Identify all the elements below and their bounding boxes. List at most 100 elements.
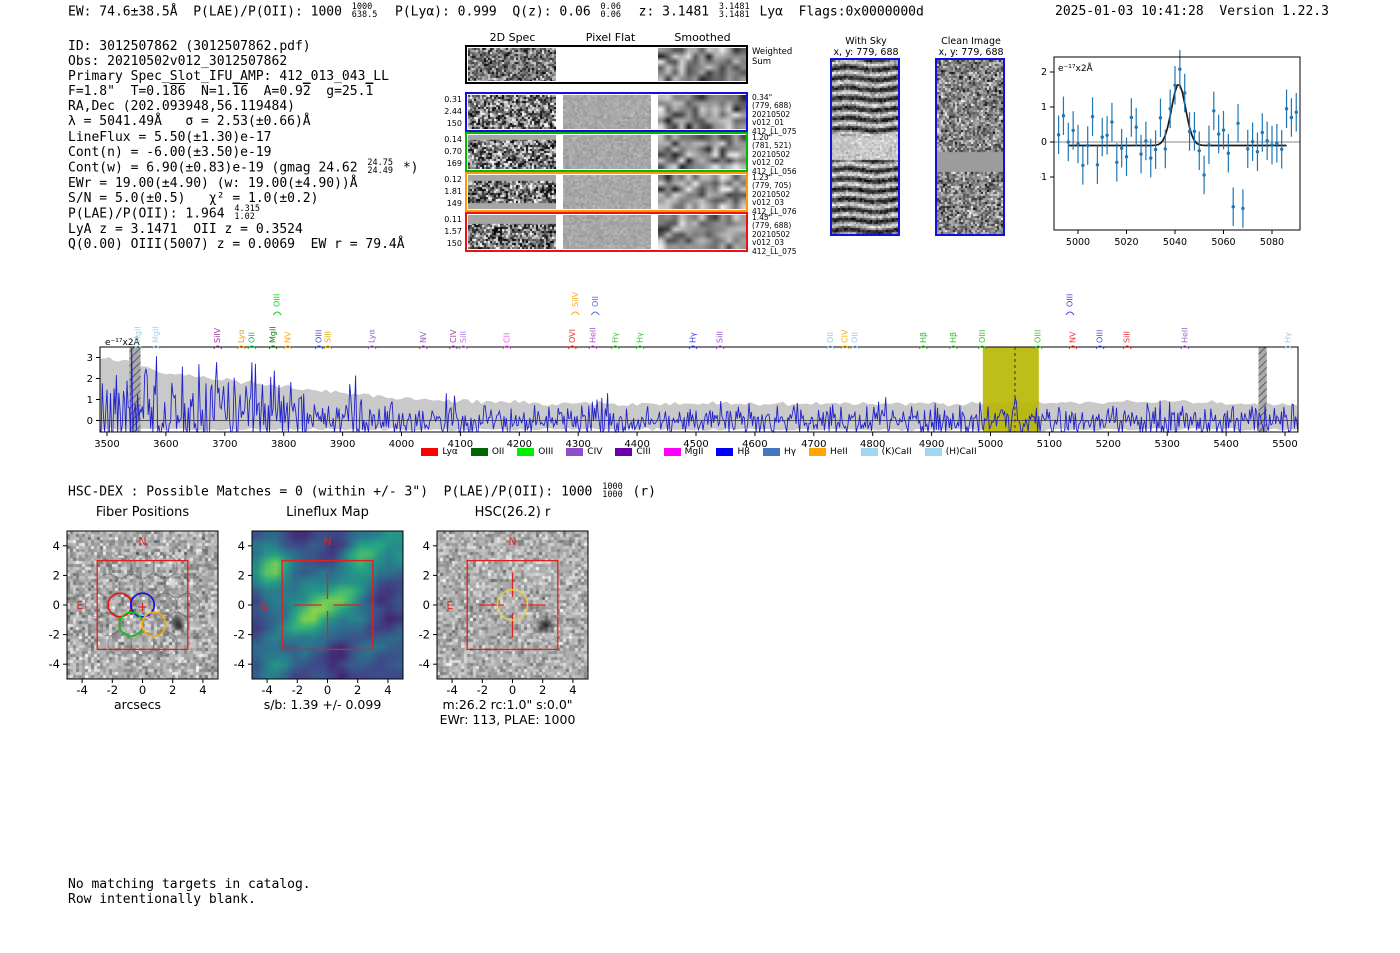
info-line-13-text-0: Q(0.00) OIII(5007) z = 0.0069 EW r = 79.… bbox=[68, 237, 405, 253]
y-tick-label: -4 bbox=[234, 657, 245, 671]
with-sky-title: With Sky x, y: 779, 688 bbox=[816, 36, 916, 58]
fiber-positions-overlay: -4 -4 -2 -2 0 0 2 2 4 4 N E bbox=[49, 530, 219, 697]
data-point bbox=[1173, 83, 1177, 88]
data-point bbox=[1255, 150, 1260, 154]
y-tick-label: 4 bbox=[53, 539, 60, 553]
cutout-exposure-2-smoothed bbox=[658, 135, 746, 169]
legend-swatch-Hγ bbox=[762, 448, 780, 456]
legend-swatch-OII bbox=[470, 448, 488, 456]
clean-image-title: Clean Image x, y: 779, 688 bbox=[921, 36, 1021, 58]
cutout-row-exposure-1 bbox=[465, 92, 748, 132]
line-bracket-OVI bbox=[567, 345, 577, 350]
legend-label-(H)CaII: (H)CaII bbox=[945, 447, 977, 457]
x-tick-label: 5200 bbox=[1096, 439, 1121, 450]
y-tick-label: -2 bbox=[419, 628, 430, 642]
x-tick-label: 3900 bbox=[330, 439, 355, 450]
footer-line-2: Row intentionally blank. bbox=[68, 892, 256, 907]
compass-east-label: E bbox=[446, 599, 453, 612]
line-label-Lyα: Lyα bbox=[368, 329, 377, 343]
cutout-exposure-2-left-2: 169 bbox=[446, 159, 462, 168]
y-tick-label: 2 bbox=[423, 568, 430, 582]
cutout-exposure-4-left-labels: 0.11 1.57 150 bbox=[436, 215, 462, 248]
line-bracket-SiII bbox=[323, 345, 333, 350]
line-label-Hγ: Hγ bbox=[611, 332, 620, 343]
compass-north-label: N bbox=[508, 535, 516, 548]
x-tick-label: 5100 bbox=[1037, 439, 1062, 450]
spectrum-line bbox=[99, 348, 1299, 434]
photometry-aperture bbox=[496, 589, 529, 621]
compass-north-label: N bbox=[323, 535, 331, 548]
line-bracket-SiII bbox=[715, 345, 725, 350]
lineflux-map-xlabel: s/b: 1.39 +/- 0.099 bbox=[263, 697, 382, 712]
x-tick-label: -2 bbox=[292, 683, 303, 697]
line-bracket-MgII bbox=[133, 345, 143, 350]
info-line-9-text-0: EWr = 19.00(±4.90) (w: 19.00(±4.90))Å bbox=[68, 175, 358, 191]
line-bracket-OII bbox=[247, 345, 257, 350]
legend-item-Hβ: Hβ bbox=[716, 447, 750, 457]
line-label-MgII: MgII bbox=[269, 326, 278, 343]
line-bracket-CII bbox=[502, 345, 512, 350]
line-label-OIII: OIII bbox=[978, 330, 987, 343]
cutout-exposure-3-left-2: 149 bbox=[446, 199, 462, 208]
header-summary-text-0: EW: 74.6±38.5Å P(LAE)/P(OII): 1000 bbox=[68, 4, 350, 20]
cutout-exposure-3-left-labels: 0.12 1.81 149 bbox=[436, 175, 462, 208]
fiber-positions-xlabel: arcsecs bbox=[114, 697, 161, 712]
neighbor-source-ellipse bbox=[530, 606, 562, 642]
report-datetime: 2025-01-03 10:41:28 bbox=[1055, 4, 1204, 19]
data-point bbox=[1207, 143, 1211, 147]
data-point bbox=[1095, 163, 1100, 167]
x-tick-label: 5300 bbox=[1154, 439, 1179, 450]
line-label-SiII: SiII bbox=[1123, 331, 1132, 343]
fraction-lower: 0.06 bbox=[600, 10, 621, 20]
hsc-cutout-overlay: -4 -4 -2 -2 0 0 2 2 4 4 N E bbox=[419, 530, 589, 697]
x-tick-label: 5000 bbox=[1066, 237, 1090, 248]
line-bracket-Hγ bbox=[688, 345, 698, 350]
cutout-exposure-3-right-labels: 1.23" (779, 705) 20210502 v012_03 412_LL_076 bbox=[752, 173, 800, 216]
data-point bbox=[1260, 130, 1265, 135]
info-line-0: ID: 3012507862 (3012507862.pdf) bbox=[68, 39, 419, 54]
info-line-6: LineFlux = 5.50(±1.30)e-17 bbox=[68, 130, 419, 145]
x-tick-label: 3600 bbox=[153, 439, 178, 450]
cutout-col-title-smoothed: Smoothed bbox=[674, 31, 731, 44]
header-summary-fraction-1: 1000 638.5 bbox=[352, 3, 378, 20]
line-bracket-OIII bbox=[1033, 345, 1043, 350]
x-tick-label: 4 bbox=[569, 683, 576, 697]
legend-swatch-OIII bbox=[517, 448, 535, 456]
line-label-MgII: MgII bbox=[151, 326, 160, 343]
line-bracket-CIV bbox=[448, 345, 458, 350]
y-tick-label: 0 bbox=[423, 598, 430, 612]
cutout-exposure-3-right-4: 412_LL_076 bbox=[752, 206, 797, 216]
y-tick-label: 2 bbox=[53, 568, 60, 582]
data-point bbox=[1197, 149, 1201, 153]
line-label-OII: OII bbox=[826, 332, 835, 343]
info-line-2: Primary Spec_Slot_IFU_AMP: 412_013_043_L… bbox=[68, 69, 419, 84]
legend-item-OIII: OIII bbox=[517, 447, 553, 457]
x-tick-label: -2 bbox=[477, 683, 488, 697]
y-tick-label: -2 bbox=[49, 628, 60, 642]
cutout-weighted-sum-pixelflat bbox=[563, 48, 651, 81]
line-bracket-HeII bbox=[588, 345, 598, 350]
x-tick-label: 4900 bbox=[919, 439, 944, 450]
data-point bbox=[1158, 116, 1163, 120]
legend-item-(K)CaII: (K)CaII bbox=[860, 447, 912, 457]
data-point bbox=[1081, 163, 1085, 168]
cutout-row-exposure-2 bbox=[465, 132, 748, 172]
legend-item-Hγ: Hγ bbox=[762, 447, 796, 457]
legend-swatch-CIII bbox=[615, 448, 633, 456]
hsc-cutout-panel: HSC(26.2) r -4 -4 -2 -2 0 0 2 2 4 4 N E m:26.2 rc:1… bbox=[405, 505, 605, 730]
legend-label-HeII: HeII bbox=[830, 447, 848, 457]
data-point bbox=[1134, 125, 1138, 129]
cutout-exposure-2-left-0: 0.14 bbox=[444, 135, 462, 144]
legend-swatch-CIV bbox=[566, 448, 584, 456]
hsc-cutout-xlabel: m:26.2 rc:1.0" s:0.0" bbox=[442, 697, 573, 712]
full-spectrum-plot: 3500 3600 3700 3800 3900 4000 4100 4200 4300 4400… bbox=[87, 291, 1299, 450]
cutout-exposure-2-right-1: (781, 521) bbox=[752, 141, 792, 151]
header-summary-fraction-5: 3.1481 3.1481 bbox=[719, 3, 750, 20]
line-bracket-OIII bbox=[272, 311, 282, 316]
compass-east-label: E bbox=[261, 599, 268, 612]
info-line-3-overline-5: 2 bbox=[302, 84, 311, 100]
x-tick-label: 4 bbox=[384, 683, 391, 697]
legend-label-Hβ: Hβ bbox=[737, 447, 750, 457]
line-bracket-Hγ bbox=[635, 345, 645, 350]
fraction-lower: 1000 bbox=[602, 490, 623, 500]
